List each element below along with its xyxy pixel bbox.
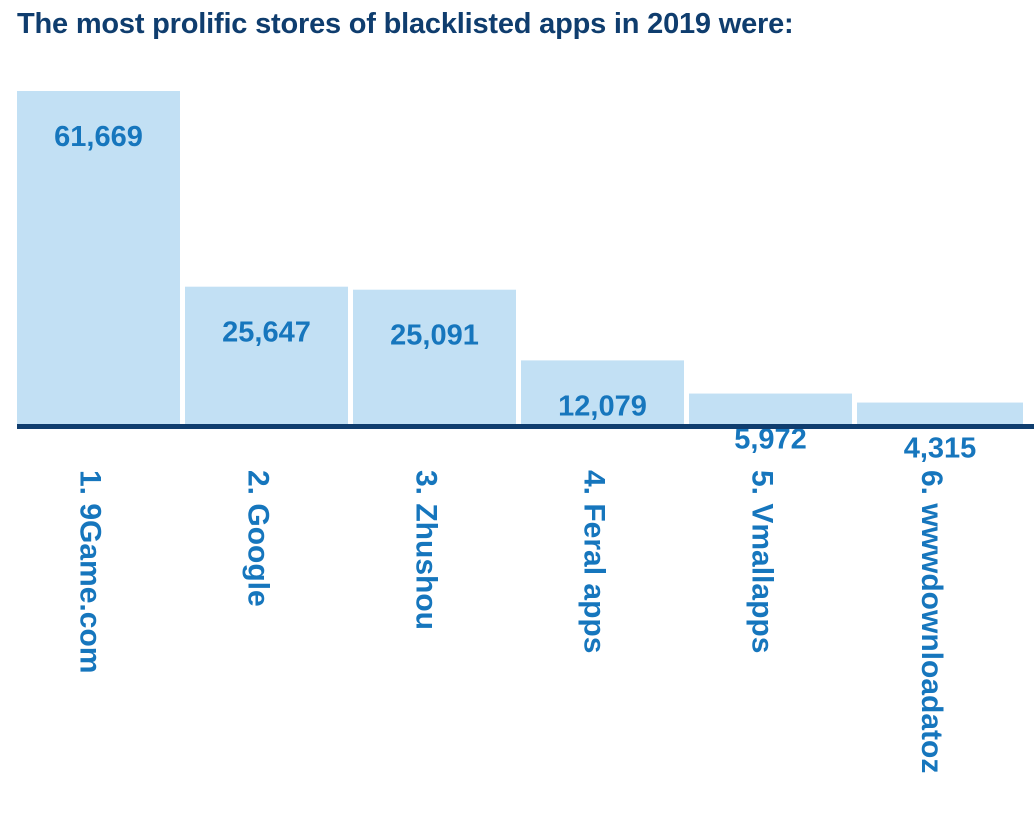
x-axis-baseline — [17, 424, 1034, 429]
value-label-6: 4,315 — [904, 433, 977, 465]
category-label-3: 3. Zhushou — [410, 470, 443, 630]
bar-1 — [17, 91, 180, 426]
bar-5 — [689, 393, 852, 426]
bar-6 — [857, 402, 1023, 426]
value-label-1: 61,669 — [54, 121, 143, 153]
category-labels: 1. 9Game.com 2. Google 3. Zhushou 4. Feral … — [74, 470, 949, 773]
bars — [17, 91, 1023, 426]
category-label-2: 2. Google — [242, 470, 275, 607]
category-label-5: 5. Vmallapps — [746, 470, 779, 653]
category-label-6: 6. wwwdownloadatoz — [915, 470, 948, 773]
bar-2 — [185, 286, 348, 426]
chart-title: The most prolific stores of blacklisted … — [17, 8, 794, 40]
bar-4 — [521, 360, 684, 426]
value-label-3: 25,091 — [390, 320, 479, 352]
bar-3 — [353, 289, 516, 426]
value-label-4: 12,079 — [558, 390, 647, 422]
value-label-2: 25,647 — [222, 317, 311, 349]
category-label-1: 1. 9Game.com — [74, 470, 107, 673]
category-label-4: 4. Feral apps — [578, 470, 611, 653]
